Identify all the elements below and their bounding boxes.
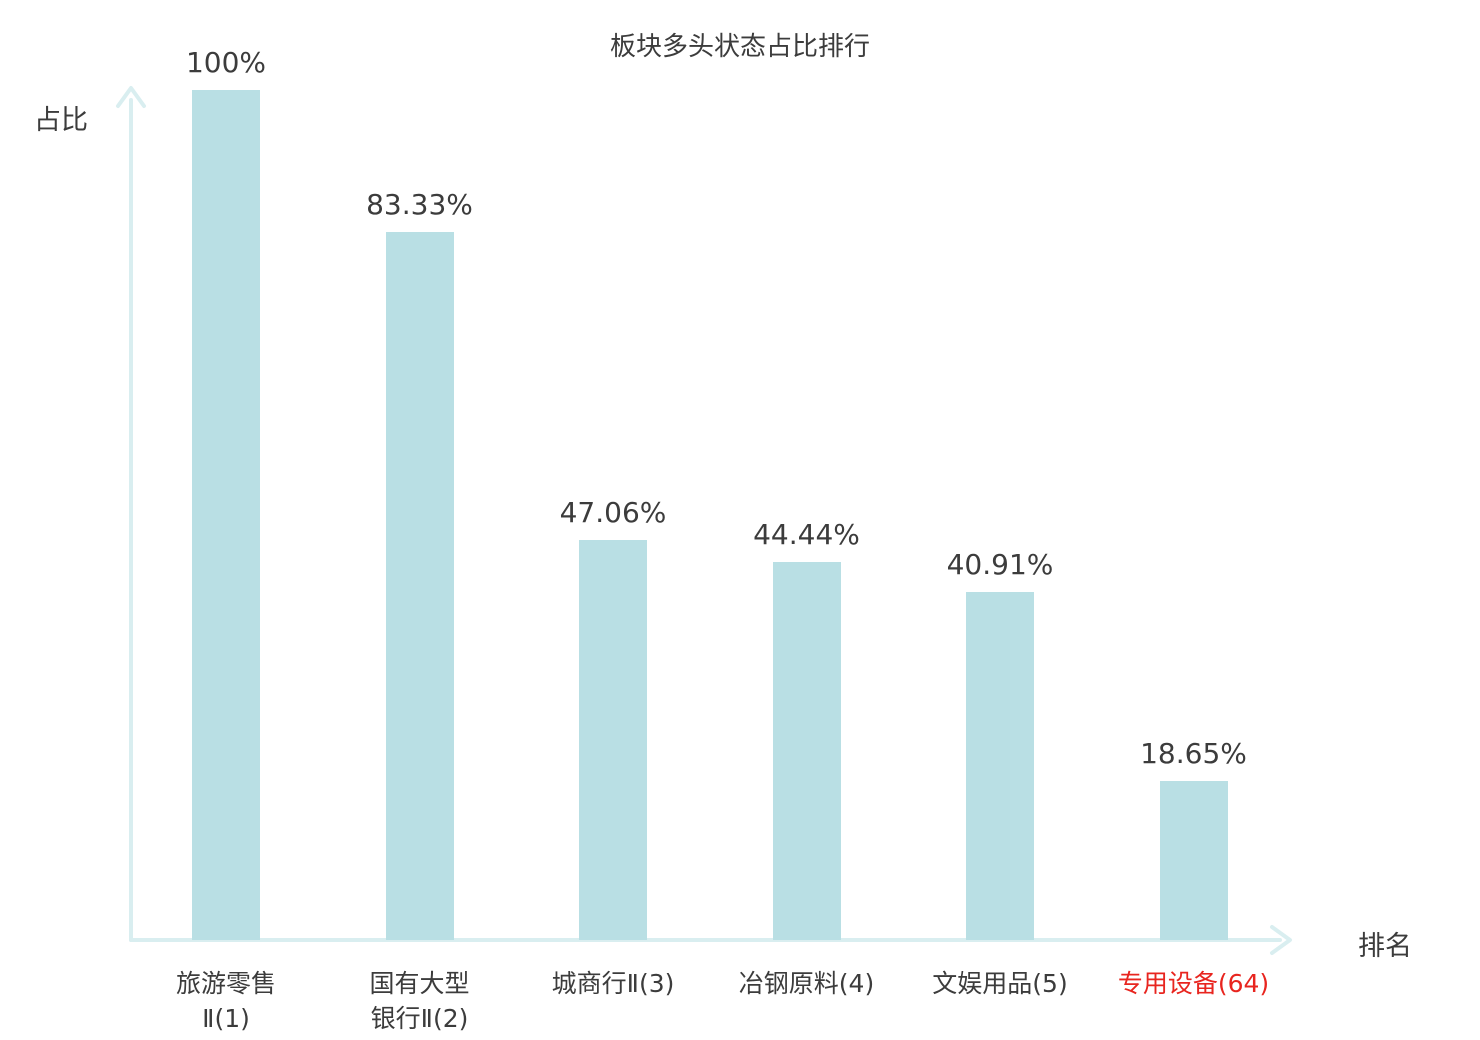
bar-5	[966, 592, 1034, 940]
bar-value-label: 100%	[185, 46, 267, 79]
category-label-line: 冶钢原料(4)	[738, 969, 875, 998]
category-label-line: 国有大型	[369, 969, 470, 998]
category-label: 冶钢原料(4)	[739, 966, 874, 1001]
category-label: 城商行Ⅱ(3)	[552, 966, 675, 1001]
category-label-line: 银行Ⅱ(2)	[370, 1004, 469, 1033]
bar-value-label: 18.65%	[1140, 737, 1247, 770]
bar-2	[385, 232, 454, 940]
bar-4	[772, 562, 841, 940]
category-label: 旅游零售 Ⅱ(1)	[176, 966, 276, 1036]
bar-6	[1159, 781, 1228, 940]
bar-value-label: 47.06%	[559, 496, 667, 529]
category-label-line: 文娱用品(5)	[932, 969, 1068, 998]
category-label-line: 旅游零售	[175, 969, 277, 998]
category-label: 国有大型银行Ⅱ(2)	[369, 966, 469, 1036]
y-axis-arrow-icon	[116, 86, 146, 108]
bar-1	[192, 90, 260, 940]
bar-value-label: 83.33%	[366, 188, 473, 221]
y-axis-label: 占比	[34, 105, 88, 136]
chart-title: 板块多头状态占比排行	[609, 32, 871, 62]
category-label: 专用设备(64)	[1118, 966, 1269, 1001]
category-label: 文娱用品(5)	[932, 966, 1067, 1001]
bar-value-label: 40.91%	[946, 548, 1054, 581]
category-label-line: 城商行Ⅱ(3)	[551, 969, 675, 998]
bar-3	[579, 540, 647, 940]
x-axis-label: 排名	[1358, 931, 1412, 962]
bar-value-label: 44.44%	[753, 518, 860, 551]
category-label-line: 专用设备(64)	[1117, 969, 1270, 998]
category-label-line: Ⅱ(1)	[202, 1004, 250, 1033]
x-axis-arrow-icon	[1270, 925, 1292, 955]
